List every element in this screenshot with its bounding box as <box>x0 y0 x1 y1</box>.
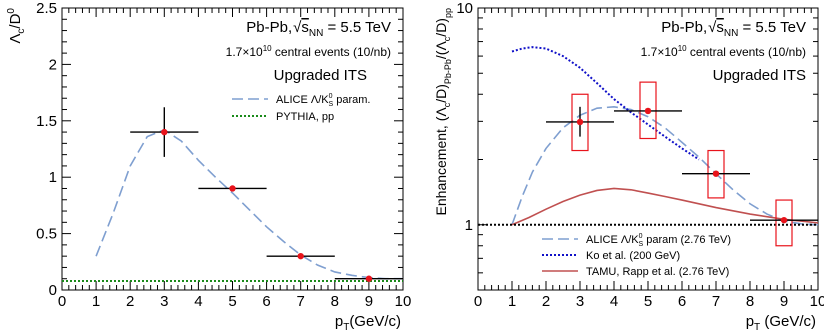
x-tick-label: 2 <box>542 293 550 310</box>
x-tick-label: 0 <box>474 293 482 310</box>
x-tick-label: 8 <box>746 293 754 310</box>
data-point <box>297 252 304 260</box>
data-point <box>644 107 652 115</box>
systematic-box <box>775 199 793 247</box>
x-tick-label: 0 <box>58 293 66 310</box>
data-point <box>780 216 788 224</box>
x-tick-label: 7 <box>712 293 720 310</box>
x-tick-label: 3 <box>160 293 168 310</box>
legend-label: PYTHIA, pp <box>276 111 334 123</box>
x-tick-label: 4 <box>610 293 618 310</box>
y-tick-label: 1 <box>465 217 473 234</box>
x-tick-label: 6 <box>262 293 270 310</box>
x-tick-label: 1 <box>508 293 516 310</box>
legend-label: ALICE Λ/K0 S param (2.76 TeV) <box>586 233 731 248</box>
y-tick-label: 0 <box>49 282 57 299</box>
series-curve <box>511 46 700 161</box>
x-tick-label: 5 <box>228 293 236 310</box>
chart-right: 0 1 2 3 4 5 6 7 8 9 10 1 10 pT (GeV/c) Enhancement, (Λ… <box>433 0 824 333</box>
y-tick-label: 0.5 <box>36 226 57 243</box>
legend-label: ALICE Λ/K0 S param. <box>276 93 370 108</box>
x-tick-label: 2 <box>126 293 134 310</box>
y-tick-label: 2 <box>49 56 57 73</box>
x-axis-label: pT(GeV/c) <box>335 313 401 333</box>
y-tick-label: 10 <box>456 0 473 17</box>
annotation-detector: Upgraded ITS <box>713 67 806 84</box>
series-curve <box>511 187 819 226</box>
annotation-events: 1.7×1010 central events (10/nb) <box>226 44 391 59</box>
data-point <box>229 185 236 192</box>
x-tick-label: 9 <box>780 293 788 310</box>
x-tick-label: 10 <box>810 293 824 310</box>
y-axis-label: Enhancement, (Λc/D)Pb-Pb/(Λc/D)pp <box>433 8 453 215</box>
annotation-energy: Pb-Pb,√sNN = 5.5 TeV <box>246 19 391 39</box>
y-tick-label: 1 <box>49 169 57 186</box>
x-tick-label: 8 <box>331 293 339 310</box>
x-tick-label: 9 <box>365 293 373 310</box>
y-tick-label: 1.5 <box>36 113 57 130</box>
annotation-energy: Pb-Pb,√sNN = 5.5 TeV <box>661 19 806 39</box>
x-axis-label: pT (GeV/c) <box>746 313 816 333</box>
chart-left: 0 1 2 3 4 5 6 7 8 9 10 0 0.5 1 1.5 2 2.5 pT(GeV/c) Λc/D0 Pb… <box>6 0 411 333</box>
y-axis-label: Λc/D0 <box>6 8 27 44</box>
series-curve <box>95 128 403 280</box>
legend-label: Ko et al. (200 GeV) <box>586 250 680 262</box>
x-tick-label: 7 <box>297 293 305 310</box>
x-tick-label: 10 <box>395 293 412 310</box>
x-tick-label: 1 <box>92 293 100 310</box>
legend-label: TAMU, Rapp et al. (2.76 TeV) <box>586 266 729 278</box>
data-point <box>712 170 720 177</box>
annotation-events: 1.7×1010 central events (10/nb) <box>641 44 806 59</box>
y-tick-label: 2.5 <box>36 0 57 17</box>
annotation-detector: Upgraded ITS <box>274 67 367 84</box>
data-point <box>365 275 373 282</box>
x-tick-label: 4 <box>194 293 202 310</box>
x-tick-label: 3 <box>576 293 584 310</box>
x-tick-label: 5 <box>644 293 652 310</box>
series-curve <box>511 106 819 226</box>
data-point <box>576 118 584 126</box>
x-tick-label: 6 <box>678 293 686 310</box>
data-point <box>161 128 168 136</box>
